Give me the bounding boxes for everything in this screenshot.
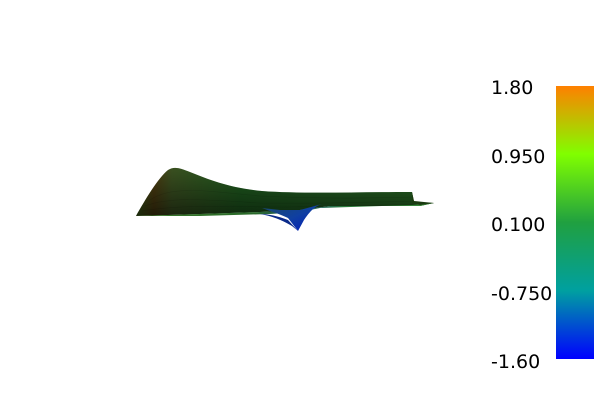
scalar-bar-tick-label: 0.100 xyxy=(491,214,546,236)
scalar-bar-tick-label: -0.750 xyxy=(491,283,553,305)
scalar-bar-gradient xyxy=(556,86,594,359)
surface-dip xyxy=(262,204,322,231)
surface-edge xyxy=(412,192,434,205)
scalar-bar-tick-label: 1.80 xyxy=(491,77,534,99)
surface-front xyxy=(136,203,434,216)
surface-dip-lower xyxy=(260,214,298,231)
surface-mesh-lines xyxy=(141,190,426,212)
scalar-bar-tick-label: 0.950 xyxy=(491,146,546,168)
scalar-bar-tick-label: -1.60 xyxy=(491,351,541,373)
surface-shade xyxy=(136,167,434,216)
